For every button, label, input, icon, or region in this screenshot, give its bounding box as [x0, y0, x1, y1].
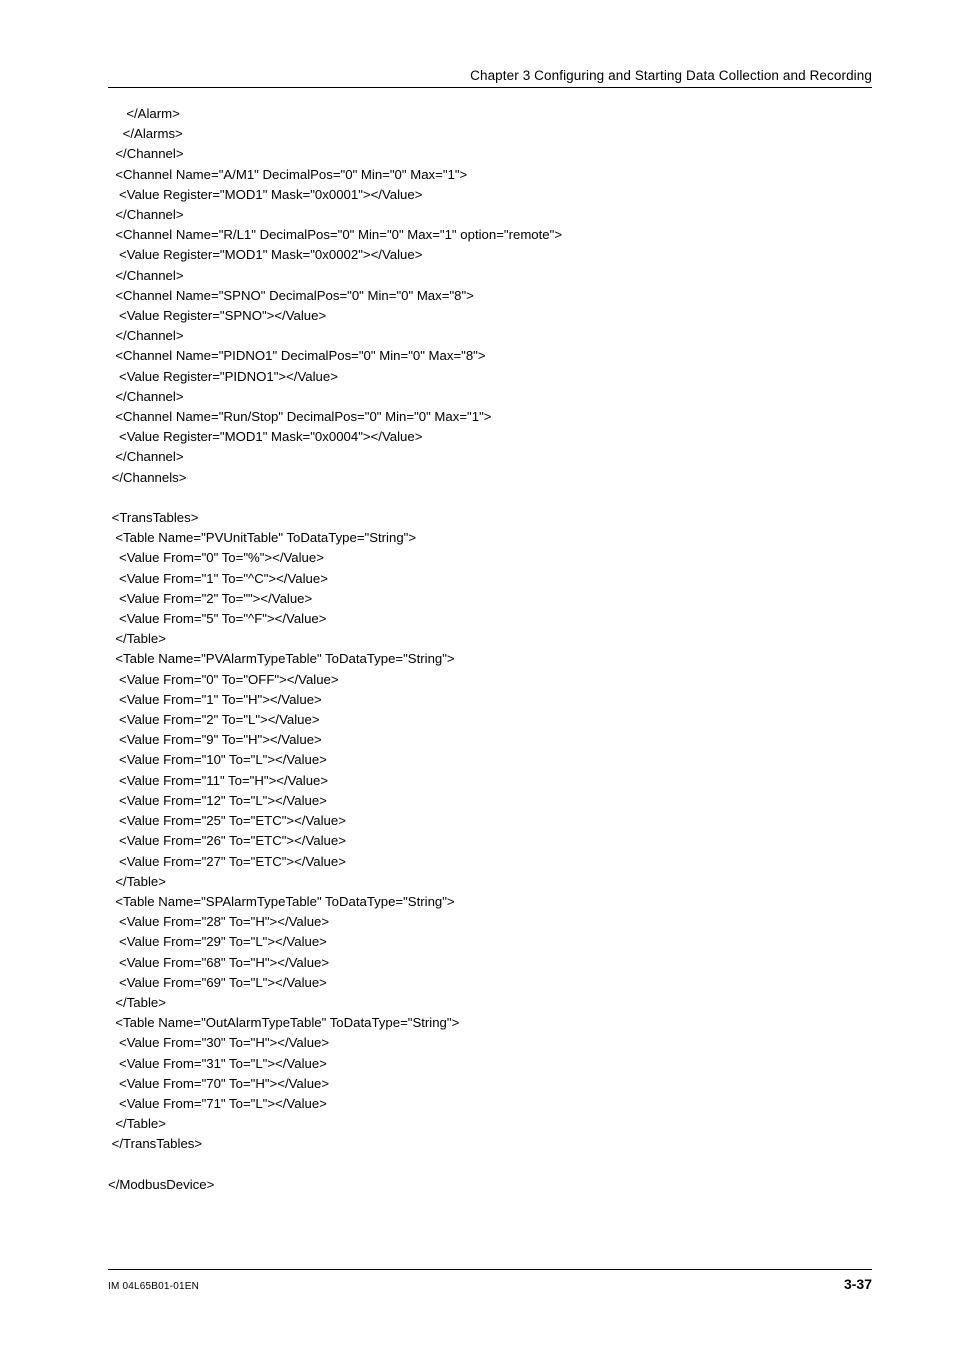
code-line: </Channel> [108, 326, 872, 346]
code-line: <Channel Name="A/M1" DecimalPos="0" Min=… [108, 165, 872, 185]
code-line: <Value From="25" To="ETC"></Value> [108, 811, 872, 831]
code-line: <Value From="29" To="L"></Value> [108, 932, 872, 952]
running-header: Chapter 3 Configuring and Starting Data … [108, 68, 872, 88]
code-line: <Value From="26" To="ETC"></Value> [108, 831, 872, 851]
code-line: </Table> [108, 993, 872, 1013]
code-line: <Value From="30" To="H"></Value> [108, 1033, 872, 1053]
code-line: </Channel> [108, 387, 872, 407]
code-line: <Value From="2" To=""></Value> [108, 589, 872, 609]
code-line: </Channel> [108, 447, 872, 467]
code-line: </Channel> [108, 205, 872, 225]
code-line [108, 488, 872, 508]
code-line: <Value Register="MOD1" Mask="0x0001"></V… [108, 185, 872, 205]
code-line: <Value From="1" To="H"></Value> [108, 690, 872, 710]
code-line: </Table> [108, 872, 872, 892]
code-line: <Value From="71" To="L"></Value> [108, 1094, 872, 1114]
code-line: </Alarms> [108, 124, 872, 144]
code-line: <Value Register="MOD1" Mask="0x0004"></V… [108, 427, 872, 447]
code-line: <Value From="2" To="L"></Value> [108, 710, 872, 730]
code-line: <Table Name="OutAlarmTypeTable" ToDataTy… [108, 1013, 872, 1033]
code-line: <Value From="5" To="^F"></Value> [108, 609, 872, 629]
code-line: <Channel Name="PIDNO1" DecimalPos="0" Mi… [108, 346, 872, 366]
code-line: <Channel Name="Run/Stop" DecimalPos="0" … [108, 407, 872, 427]
code-line: <Value Register="PIDNO1"></Value> [108, 367, 872, 387]
code-line: </Table> [108, 1114, 872, 1134]
code-line: <Channel Name="R/L1" DecimalPos="0" Min=… [108, 225, 872, 245]
code-line: <Value From="0" To="%"></Value> [108, 548, 872, 568]
code-line: <Table Name="SPAlarmTypeTable" ToDataTyp… [108, 892, 872, 912]
code-line [108, 1155, 872, 1175]
header-text: Chapter 3 Configuring and Starting Data … [470, 68, 872, 83]
code-line: </ModbusDevice> [108, 1175, 872, 1195]
code-line: <Value From="31" To="L"></Value> [108, 1054, 872, 1074]
code-line: <Value From="69" To="L"></Value> [108, 973, 872, 993]
code-line: <Value From="1" To="^C"></Value> [108, 569, 872, 589]
code-line: <Value From="9" To="H"></Value> [108, 730, 872, 750]
code-line: </Channel> [108, 266, 872, 286]
footer-page-number: 3-37 [844, 1276, 872, 1292]
code-line: <Value Register="SPNO"></Value> [108, 306, 872, 326]
code-line: <Value From="12" To="L"></Value> [108, 791, 872, 811]
code-line: </Table> [108, 629, 872, 649]
code-line: <Value From="11" To="H"></Value> [108, 771, 872, 791]
footer-doc-id: IM 04L65B01-01EN [108, 1281, 199, 1292]
page: Chapter 3 Configuring and Starting Data … [0, 0, 954, 1350]
code-line: <Value From="68" To="H"></Value> [108, 953, 872, 973]
code-line: <Value From="0" To="OFF"></Value> [108, 670, 872, 690]
page-footer: IM 04L65B01-01EN 3-37 [108, 1269, 872, 1292]
code-line: <Table Name="PVUnitTable" ToDataType="St… [108, 528, 872, 548]
code-line: <Value From="10" To="L"></Value> [108, 750, 872, 770]
code-line: <Value From="28" To="H"></Value> [108, 912, 872, 932]
code-line: <TransTables> [108, 508, 872, 528]
code-line: </Channel> [108, 144, 872, 164]
code-line: </Channels> [108, 468, 872, 488]
code-line: <Value Register="MOD1" Mask="0x0002"></V… [108, 245, 872, 265]
code-line: </Alarm> [108, 104, 872, 124]
code-line: <Value From="70" To="H"></Value> [108, 1074, 872, 1094]
code-line: <Value From="27" To="ETC"></Value> [108, 852, 872, 872]
code-block: </Alarm> </Alarms> </Channel> <Channel N… [108, 104, 872, 1195]
code-line: <Table Name="PVAlarmTypeTable" ToDataTyp… [108, 649, 872, 669]
code-line: <Channel Name="SPNO" DecimalPos="0" Min=… [108, 286, 872, 306]
code-line: </TransTables> [108, 1134, 872, 1154]
